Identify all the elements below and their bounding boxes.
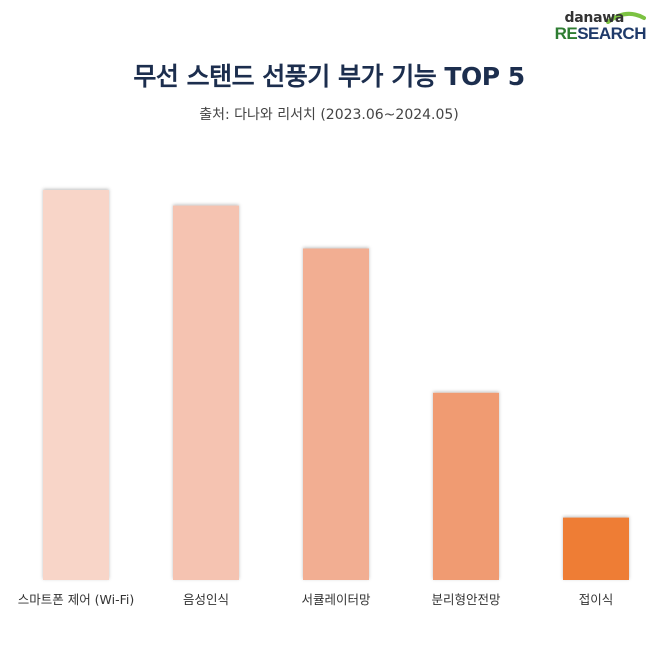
bar-2 [173,205,239,580]
x-tick-label-4: 분리형안전망 [431,592,501,607]
bar-4 [433,392,499,580]
x-tick-label-2: 음성인식 [183,592,229,607]
logo-swoosh-icon [606,11,646,24]
x-tick-label-5: 접이식 [579,592,614,607]
bar-1 [43,190,109,580]
x-tick-label-1: 스마트폰 제어 (Wi-Fi) [18,592,135,607]
logo-danawa-text: danawa [564,10,625,26]
x-tick-label-3: 서큘레이터망 [301,592,371,607]
bar-5 [563,517,629,580]
danawa-research-logo: danawa RESEARCH [526,8,647,46]
bar-3 [303,248,369,580]
logo-research-text: RESEARCH [554,24,647,43]
chart-title: 무선 스탠드 선풍기 부가 기능 TOP 5 [133,62,525,91]
chart-subtitle: 출처: 다나와 리서치 (2023.06~2024.05) [199,107,459,123]
